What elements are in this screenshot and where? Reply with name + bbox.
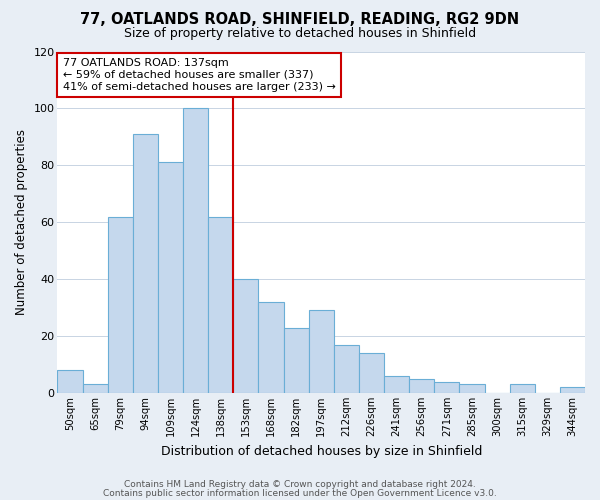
Text: Size of property relative to detached houses in Shinfield: Size of property relative to detached ho… bbox=[124, 28, 476, 40]
Bar bbox=[384, 376, 409, 393]
Bar bbox=[359, 353, 384, 393]
Bar bbox=[460, 384, 485, 393]
Y-axis label: Number of detached properties: Number of detached properties bbox=[15, 130, 28, 316]
Bar bbox=[284, 328, 308, 393]
Bar bbox=[208, 216, 233, 393]
X-axis label: Distribution of detached houses by size in Shinfield: Distribution of detached houses by size … bbox=[161, 444, 482, 458]
Bar bbox=[509, 384, 535, 393]
Bar bbox=[259, 302, 284, 393]
Text: Contains HM Land Registry data © Crown copyright and database right 2024.: Contains HM Land Registry data © Crown c… bbox=[124, 480, 476, 489]
Bar bbox=[58, 370, 83, 393]
Bar bbox=[560, 388, 585, 393]
Bar bbox=[83, 384, 108, 393]
Bar bbox=[409, 379, 434, 393]
Bar bbox=[158, 162, 183, 393]
Bar bbox=[133, 134, 158, 393]
Bar bbox=[108, 216, 133, 393]
Bar bbox=[334, 344, 359, 393]
Bar bbox=[308, 310, 334, 393]
Bar bbox=[233, 279, 259, 393]
Bar bbox=[434, 382, 460, 393]
Bar bbox=[183, 108, 208, 393]
Text: 77, OATLANDS ROAD, SHINFIELD, READING, RG2 9DN: 77, OATLANDS ROAD, SHINFIELD, READING, R… bbox=[80, 12, 520, 28]
Text: Contains public sector information licensed under the Open Government Licence v3: Contains public sector information licen… bbox=[103, 489, 497, 498]
Text: 77 OATLANDS ROAD: 137sqm
← 59% of detached houses are smaller (337)
41% of semi-: 77 OATLANDS ROAD: 137sqm ← 59% of detach… bbox=[63, 58, 335, 92]
